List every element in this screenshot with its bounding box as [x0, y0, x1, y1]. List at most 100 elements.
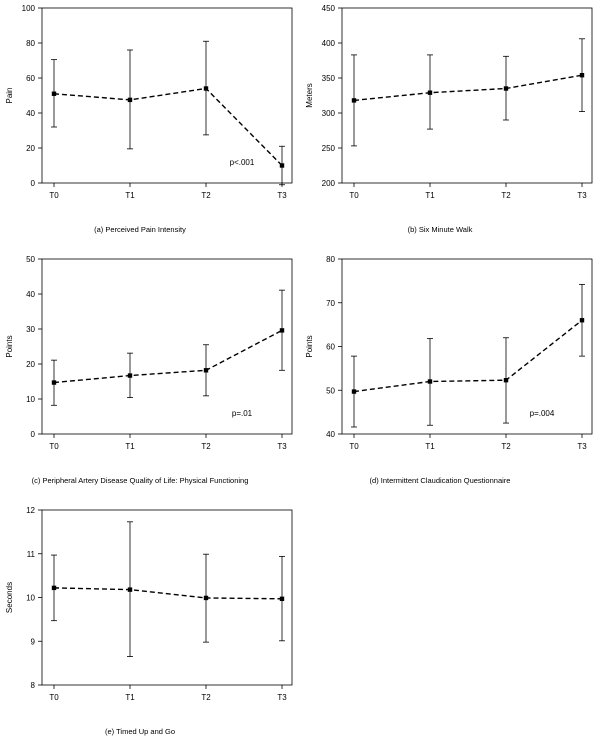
y-axis-label: Pain — [5, 87, 14, 103]
chart-panel-b: 200 250 300 350 400 450 T0 T1 T2 T3 Meters (b) Six … — [300, 0, 600, 251]
panel-caption: (d) Intermittent Claudication Questionna… — [370, 476, 511, 485]
data-point — [203, 595, 209, 601]
chart-panel-c: 0 10 20 30 40 50 T0 T1 T2 T3 Points p=.01 (c) Periph… — [0, 251, 300, 502]
y-tick-label: 70 — [326, 299, 335, 308]
x-tick-label: T2 — [201, 442, 211, 451]
x-tick-label: T1 — [125, 442, 135, 451]
y-axis-label: Points — [5, 335, 14, 357]
series-line — [53, 87, 283, 166]
x-tick-label: T0 — [349, 442, 359, 451]
y-tick-label: 80 — [26, 39, 35, 48]
x-tick-label: T0 — [49, 442, 59, 451]
plot-frame — [341, 7, 593, 184]
y-tick-label: 50 — [326, 386, 335, 395]
y-tick-label: 9 — [31, 637, 36, 646]
panel-caption: (b) Six Minute Walk — [408, 225, 473, 234]
x-tick-label: T2 — [201, 191, 211, 200]
data-point — [503, 86, 509, 91]
y-tick-label: 350 — [322, 74, 336, 83]
y-tick-label: 200 — [322, 179, 336, 188]
p-value-annotation: p=.01 — [232, 409, 253, 418]
x-tick-label: T1 — [425, 191, 435, 200]
panel-caption: (a) Perceived Pain Intensity — [94, 225, 186, 234]
y-tick-label: 20 — [26, 360, 35, 369]
y-tick-label: 450 — [322, 4, 336, 13]
series-line — [353, 74, 583, 102]
data-point — [51, 380, 57, 385]
plot-frame — [41, 258, 293, 435]
chart-svg: 0 20 40 60 80 100 T0 T1 T2 T3 Pain p<.001 (a) Percei… — [5, 4, 293, 234]
p-value-annotation: p=.004 — [530, 409, 555, 418]
y-tick-label: 100 — [22, 4, 36, 13]
data-point — [427, 379, 433, 384]
chart-svg: 40 50 60 70 80 T0 T1 T2 T3 Points p=.004 (d) Interm… — [305, 255, 593, 485]
x-tick-label: T2 — [201, 693, 211, 702]
data-point — [279, 596, 285, 602]
data-point — [51, 91, 57, 96]
data-point — [127, 373, 133, 378]
y-tick-label: 8 — [31, 681, 36, 690]
x-tick-label: T3 — [577, 191, 587, 200]
data-point — [503, 377, 509, 383]
y-tick-label: 300 — [322, 109, 336, 118]
x-tick-label: T1 — [425, 442, 435, 451]
y-tick-label: 12 — [26, 506, 35, 515]
data-point — [127, 97, 133, 103]
chart-panel-d: 40 50 60 70 80 T0 T1 T2 T3 Points p=.004 (d) Interm… — [300, 251, 600, 502]
y-tick-label: 60 — [326, 343, 335, 352]
y-tick-label: 0 — [31, 179, 36, 188]
y-tick-label: 30 — [26, 325, 35, 334]
data-point — [579, 318, 585, 323]
y-tick-label: 80 — [326, 255, 335, 264]
x-tick-label: T1 — [125, 191, 135, 200]
y-tick-label: 40 — [26, 109, 35, 118]
y-axis-label: Meters — [305, 83, 314, 107]
x-tick-label: T3 — [277, 693, 287, 702]
chart-svg: 0 10 20 30 40 50 T0 T1 T2 T3 Points p=.01 (c) Periph… — [5, 255, 293, 485]
y-tick-label: 10 — [26, 594, 35, 603]
y-axis-label: Seconds — [5, 582, 14, 613]
y-tick-label: 0 — [31, 430, 36, 439]
panel-caption: (c) Peripheral Artery Disease Quality of… — [32, 476, 249, 485]
panel-caption: (e) Timed Up and Go — [105, 727, 175, 736]
chart-panel-a: 0 20 40 60 80 100 T0 T1 T2 T3 Pain p<.001 (a) Percei… — [0, 0, 300, 251]
y-tick-label: 400 — [322, 39, 336, 48]
y-tick-label: 20 — [26, 144, 35, 153]
data-point — [279, 328, 285, 333]
y-tick-label: 10 — [26, 395, 35, 404]
x-tick-label: T1 — [125, 693, 135, 702]
y-tick-label: 40 — [26, 290, 35, 299]
x-tick-label: T3 — [577, 442, 587, 451]
data-point — [351, 98, 357, 103]
data-point — [427, 90, 433, 95]
series-line — [53, 329, 283, 384]
x-tick-label: T0 — [49, 191, 59, 200]
plot-frame — [41, 509, 293, 686]
chart-panel-e: 8 9 10 11 12 T0 T1 T2 T3 Seconds (e) Timed Up and … — [0, 502, 300, 753]
x-tick-label: T0 — [49, 693, 59, 702]
y-axis-label: Points — [305, 335, 314, 357]
y-tick-label: 40 — [326, 430, 335, 439]
data-point — [203, 368, 209, 373]
data-point — [579, 73, 585, 78]
data-point — [127, 587, 133, 592]
data-point — [279, 163, 285, 168]
y-tick-label: 11 — [27, 550, 36, 559]
series-line — [353, 319, 583, 393]
x-tick-label: T0 — [349, 191, 359, 200]
plot-frame — [41, 7, 293, 184]
y-tick-label: 60 — [26, 74, 35, 83]
x-tick-label: T3 — [277, 191, 287, 200]
data-point — [51, 585, 57, 591]
y-tick-label: 50 — [26, 255, 35, 264]
data-point — [203, 86, 209, 91]
series-line — [53, 587, 283, 600]
y-tick-label: 250 — [322, 144, 336, 153]
data-point — [351, 389, 357, 394]
p-value-annotation: p<.001 — [230, 158, 255, 167]
x-tick-label: T2 — [501, 442, 511, 451]
chart-svg: 8 9 10 11 12 T0 T1 T2 T3 Seconds (e) Timed Up and … — [5, 506, 293, 736]
chart-svg: 200 250 300 350 400 450 T0 T1 T2 T3 Meters (b) Six … — [305, 4, 593, 234]
x-tick-label: T2 — [501, 191, 511, 200]
plot-frame — [341, 258, 593, 435]
